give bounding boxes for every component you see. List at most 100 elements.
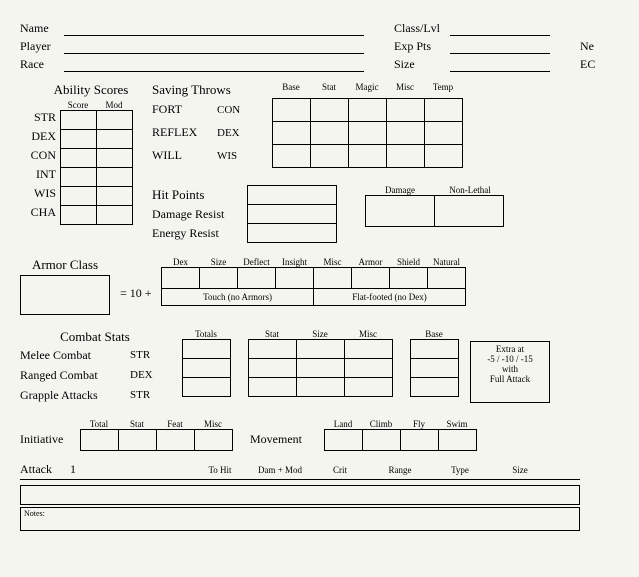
ac-cell-3[interactable] [275,267,314,289]
ac-touch[interactable]: Touch (no Armors) [161,288,314,306]
cs-0-misc[interactable] [344,339,393,359]
save-WILL-1[interactable] [310,144,349,168]
mv-cell-2[interactable] [400,429,439,451]
save-REFLEX-1[interactable] [310,121,349,145]
cs-1-size[interactable] [296,358,345,378]
extra-l3: with [473,364,547,374]
dr-label: Damage Resist [152,207,247,222]
cs-2-base[interactable] [410,377,459,397]
cs-1-misc[interactable] [344,358,393,378]
abil-STR-mod[interactable] [96,110,133,130]
ac-cell-7[interactable] [427,267,466,289]
cs-0-size[interactable] [296,339,345,359]
cs-2-total[interactable] [182,377,231,397]
abil-CHA-mod[interactable] [96,205,133,225]
er-box[interactable] [247,223,337,243]
save-REFLEX: REFLEX [152,125,217,140]
nl-box[interactable] [434,195,504,227]
name-field[interactable] [64,20,364,36]
cs-0-base[interactable] [410,339,459,359]
init-cell-0[interactable] [80,429,119,451]
ac-cell-5[interactable] [351,267,390,289]
abil-INT-score[interactable] [60,167,97,187]
save-WILL-2[interactable] [348,144,387,168]
abil-STR-score[interactable] [60,110,97,130]
abil-CON-mod[interactable] [96,148,133,168]
abil-CON-score[interactable] [60,148,97,168]
ac-cell-2[interactable] [237,267,276,289]
save-FORT-1[interactable] [310,98,349,122]
save-FORT-4[interactable] [424,98,463,122]
save-FORT-3[interactable] [386,98,425,122]
init-col-2: Feat [156,419,194,429]
init-cell-3[interactable] [194,429,233,451]
player-label: Player [20,39,64,54]
save-WILL-stat: WIS [217,150,272,162]
cs-1-stat[interactable] [248,358,297,378]
dmg-label: Damage [365,185,435,195]
ac-col-2: Deflect [238,257,276,267]
ecl-label: EC [580,57,600,72]
atk-col-5: Size [490,465,550,475]
cs-h-stat: Stat [248,329,296,339]
notes-box[interactable]: Notes: [20,507,580,531]
mv-cell-3[interactable] [438,429,477,451]
init-col-0: Total [80,419,118,429]
race-field[interactable] [64,56,364,72]
save-REFLEX-0[interactable] [272,121,311,145]
cs-1-base[interactable] [410,358,459,378]
class-field[interactable] [450,20,550,36]
abil-INT-mod[interactable] [96,167,133,187]
cs-stat-1: DEX [130,369,153,381]
ac-cell-6[interactable] [389,267,428,289]
cs-0-stat[interactable] [248,339,297,359]
size-field[interactable] [450,56,550,72]
cs-2-stat[interactable] [248,377,297,397]
dr-box[interactable] [247,204,337,224]
save-FORT-2[interactable] [348,98,387,122]
cs-h-size: Size [296,329,344,339]
ac-flat[interactable]: Flat-footed (no Dex) [313,288,466,306]
hp-box[interactable] [247,185,337,205]
cs-0-total[interactable] [182,339,231,359]
exp-field[interactable] [450,38,550,54]
save-REFLEX-4[interactable] [424,121,463,145]
attack-row[interactable] [20,485,580,505]
init-cell-2[interactable] [156,429,195,451]
nl-label: Non-Lethal [435,185,505,195]
cs-2-size[interactable] [296,377,345,397]
cs-name-2: Grapple Attacks [20,388,130,403]
saves-title: Saving Throws [152,82,272,98]
cs-1-total[interactable] [182,358,231,378]
abil-DEX-mod[interactable] [96,129,133,149]
mv-cell-0[interactable] [324,429,363,451]
save-REFLEX-2[interactable] [348,121,387,145]
abil-WIS-score[interactable] [60,186,97,206]
ac-cell-0[interactable] [161,267,200,289]
save-REFLEX-3[interactable] [386,121,425,145]
init-cell-1[interactable] [118,429,157,451]
save-col-stat: Stat [310,82,348,98]
mv-cell-1[interactable] [362,429,401,451]
cs-2-misc[interactable] [344,377,393,397]
player-field[interactable] [64,38,364,54]
save-col-magic: Magic [348,82,386,98]
ac-total-box[interactable] [20,275,110,315]
atk-col-2: Crit [310,465,370,475]
cs-stat-2: STR [130,389,150,401]
save-FORT-0[interactable] [272,98,311,122]
save-WILL-3[interactable] [386,144,425,168]
ac-col-3: Insight [276,257,314,267]
save-WILL-0[interactable] [272,144,311,168]
abil-WIS-mod[interactable] [96,186,133,206]
name-label: Name [20,21,64,36]
extra-l4: Full Attack [473,374,547,384]
atk-col-0: To Hit [190,465,250,475]
dmg-box[interactable] [365,195,435,227]
ac-cell-4[interactable] [313,267,352,289]
ac-cell-1[interactable] [199,267,238,289]
abil-STR: STR [20,110,60,129]
abil-CHA-score[interactable] [60,205,97,225]
save-WILL-4[interactable] [424,144,463,168]
abil-DEX-score[interactable] [60,129,97,149]
